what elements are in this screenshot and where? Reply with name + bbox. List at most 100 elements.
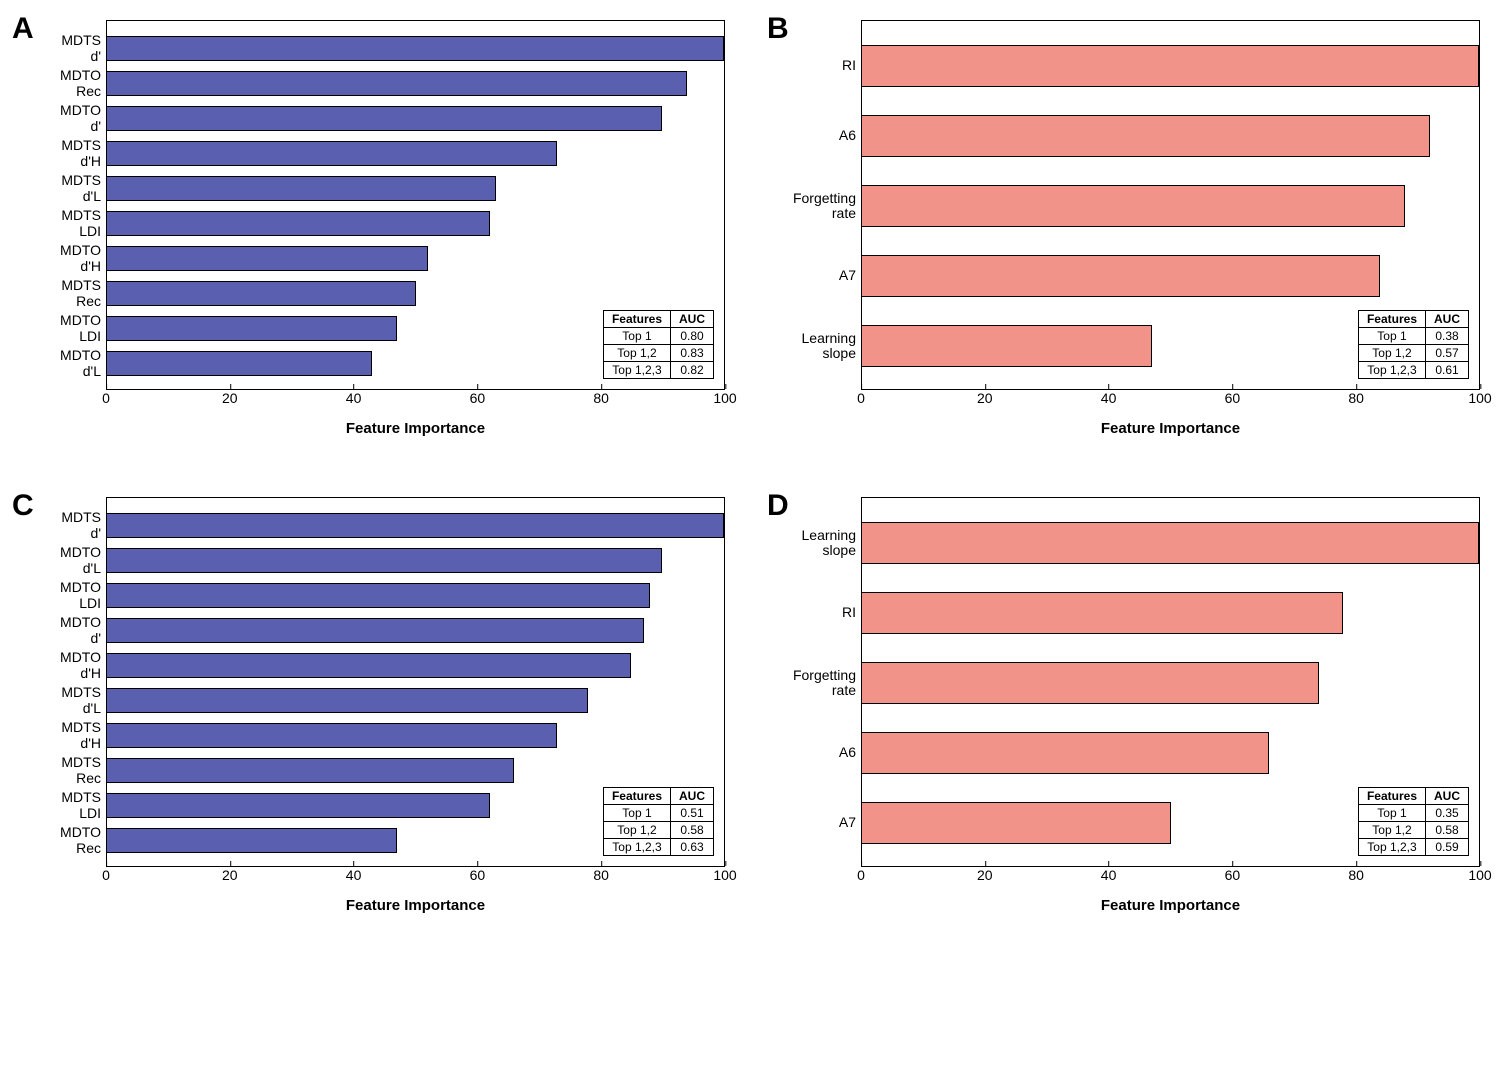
bar-label: Forgetting rate	[793, 668, 862, 699]
x-axis: 020406080100	[861, 867, 1480, 895]
auc-cell: 0.82	[671, 362, 714, 379]
auc-header: AUC	[1426, 311, 1469, 328]
bar-row: MDTS Rec	[107, 753, 724, 788]
auc-cell: 0.58	[1426, 822, 1469, 839]
auc-cell: 0.51	[671, 805, 714, 822]
bar-label: A6	[839, 745, 862, 760]
bar	[107, 513, 724, 538]
bar-label: MDTS d'L	[61, 173, 107, 204]
bar-row: MDTO d'H	[107, 648, 724, 683]
bar	[107, 723, 557, 748]
x-tick: 20	[222, 867, 238, 883]
x-tick: 80	[593, 867, 609, 883]
chart-column: MDTS d'MDTO RecMDTO d'MDTS d'HMDTS d'LMD…	[106, 20, 725, 437]
bar	[107, 548, 662, 573]
auc-cell: Top 1,2,3	[603, 362, 670, 379]
bar	[107, 246, 428, 271]
bar-row: Learning slope	[862, 508, 1479, 578]
x-tick: 60	[470, 867, 486, 883]
auc-header: AUC	[1426, 788, 1469, 805]
x-tick: 40	[346, 867, 362, 883]
bar-label: MDTS LDI	[61, 208, 107, 239]
bar-row: A6	[862, 718, 1479, 788]
chart-area: MDTS d'MDTO d'LMDTO LDIMDTO d'MDTO d'HMD…	[106, 497, 725, 867]
x-axis-label: Feature Importance	[861, 420, 1480, 437]
bar	[862, 115, 1430, 157]
bar-row: MDTO Rec	[107, 66, 724, 101]
x-tick: 0	[857, 390, 865, 406]
bar	[107, 36, 724, 61]
bar-label: A6	[839, 128, 862, 143]
bar	[107, 793, 490, 818]
bar-label: MDTO d'	[60, 615, 107, 646]
auc-cell: 0.80	[671, 328, 714, 345]
bar-label: MDTS Rec	[61, 278, 107, 309]
bar-row: Forgetting rate	[862, 171, 1479, 241]
auc-cell: Top 1,2,3	[1358, 362, 1425, 379]
auc-cell: Top 1,2	[603, 822, 670, 839]
auc-cell: Top 1,2	[1358, 822, 1425, 839]
bar	[107, 688, 588, 713]
bar-row: MDTS LDI	[107, 206, 724, 241]
bar-row: MDTS d'H	[107, 718, 724, 753]
auc-cell: Top 1	[603, 328, 670, 345]
x-tick: 20	[222, 390, 238, 406]
bar-row: MDTS d'	[107, 31, 724, 66]
x-tick: 40	[1101, 867, 1117, 883]
panel-b: BRIA6Forgetting rateA7Learning slopeFeat…	[775, 20, 1480, 437]
bar-row: A7	[862, 241, 1479, 311]
chart-area: RIA6Forgetting rateA7Learning slopeFeatu…	[861, 20, 1480, 390]
bar	[862, 255, 1380, 297]
chart-wrap: MDTS d'MDTO RecMDTO d'MDTS d'HMDTS d'LMD…	[20, 20, 725, 437]
x-tick: 0	[102, 867, 110, 883]
bar	[107, 176, 496, 201]
bar-label: Learning slope	[802, 528, 863, 559]
x-tick: 0	[857, 867, 865, 883]
bar-label: MDTO Rec	[60, 68, 107, 99]
x-tick: 60	[1225, 390, 1241, 406]
auc-cell: 0.59	[1426, 839, 1469, 856]
bar-label: A7	[839, 815, 862, 830]
bar	[107, 828, 397, 853]
bar-row: RI	[862, 31, 1479, 101]
x-tick: 60	[1225, 867, 1241, 883]
auc-cell: 0.57	[1426, 345, 1469, 362]
auc-cell: 0.61	[1426, 362, 1469, 379]
bar-label: MDTO LDI	[60, 313, 107, 344]
chart-column: Learning slopeRIForgetting rateA6A7Featu…	[861, 497, 1480, 914]
x-axis: 020406080100	[106, 867, 725, 895]
auc-cell: Top 1,2,3	[603, 839, 670, 856]
bar-row: MDTO d'H	[107, 241, 724, 276]
y-label-gutter	[775, 20, 861, 437]
bar	[862, 662, 1319, 704]
x-tick: 80	[1348, 867, 1364, 883]
bar	[862, 592, 1343, 634]
x-axis: 020406080100	[106, 390, 725, 418]
bar	[107, 351, 372, 376]
x-axis-label: Feature Importance	[861, 897, 1480, 914]
panel-a: AMDTS d'MDTO RecMDTO d'MDTS d'HMDTS d'LM…	[20, 20, 725, 437]
bar-row: MDTO d'	[107, 101, 724, 136]
auc-header: Features	[1358, 311, 1425, 328]
x-tick: 60	[470, 390, 486, 406]
bar-row: RI	[862, 578, 1479, 648]
panel-letter: C	[12, 489, 34, 523]
bar-label: MDTO Rec	[60, 825, 107, 856]
y-label-gutter	[775, 497, 861, 914]
auc-cell: Top 1,2	[603, 345, 670, 362]
bar-label: MDTO d'	[60, 103, 107, 134]
x-tick: 100	[1468, 390, 1491, 406]
bar	[107, 618, 644, 643]
bar-label: MDTS d'H	[61, 138, 107, 169]
bar-label: MDTO d'H	[60, 243, 107, 274]
x-tick: 40	[1101, 390, 1117, 406]
chart-area: Learning slopeRIForgetting rateA6A7Featu…	[861, 497, 1480, 867]
bar-row: MDTO d'L	[107, 543, 724, 578]
bar	[107, 653, 631, 678]
bar	[862, 185, 1405, 227]
auc-cell: Top 1	[603, 805, 670, 822]
auc-cell: Top 1	[1358, 328, 1425, 345]
panel-letter: D	[767, 489, 789, 523]
bar	[862, 325, 1152, 367]
auc-header: Features	[603, 788, 670, 805]
